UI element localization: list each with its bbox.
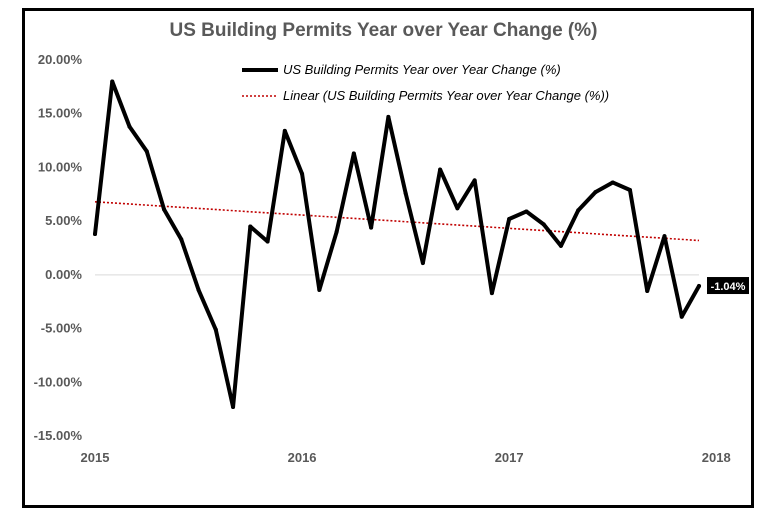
data-point <box>455 206 460 211</box>
data-point <box>576 208 581 213</box>
data-point <box>507 216 512 221</box>
data-point <box>110 79 115 84</box>
data-point <box>593 190 598 195</box>
legend-series-label: US Building Permits Year over Year Chang… <box>283 62 561 77</box>
data-point <box>472 178 477 183</box>
data-point <box>489 291 494 296</box>
data-label-text: -1.04% <box>711 281 746 293</box>
data-point <box>524 209 529 214</box>
data-point <box>179 237 184 242</box>
data-point <box>627 187 632 192</box>
data-point <box>248 224 253 229</box>
y-tick-label: 10.00% <box>38 159 83 174</box>
x-tick-label: 2016 <box>288 450 317 465</box>
y-axis: 20.00% 15.00% 10.00% 5.00% 0.00% -5.00% -10.00… <box>34 52 83 443</box>
legend-trend-label: Linear (US Building Permits Year over Ye… <box>283 88 609 103</box>
y-tick-label: -10.00% <box>34 374 83 389</box>
data-point <box>662 234 667 239</box>
x-tick-label: 2017 <box>495 450 524 465</box>
chart-frame <box>22 8 754 508</box>
y-tick-label: -5.00% <box>41 321 83 336</box>
data-point <box>679 314 684 319</box>
data-point <box>610 180 615 185</box>
x-axis: 2015 2016 2017 2018 <box>81 450 731 465</box>
data-point <box>300 171 305 176</box>
y-tick-label: 5.00% <box>45 213 82 228</box>
y-tick-label: -15.00% <box>34 428 83 443</box>
series-points <box>93 79 701 409</box>
data-point <box>282 128 287 133</box>
chart-title: US Building Permits Year over Year Chang… <box>169 20 598 41</box>
data-point <box>438 167 443 172</box>
data-point <box>645 288 650 293</box>
data-point <box>127 124 132 129</box>
y-tick-label: 15.00% <box>38 106 83 121</box>
legend: US Building Permits Year over Year Chang… <box>242 62 609 103</box>
data-point <box>196 287 201 292</box>
data-label: -1.04% <box>707 277 749 295</box>
data-point <box>403 191 408 196</box>
data-point <box>93 232 97 237</box>
data-point <box>541 222 546 227</box>
data-point <box>697 284 701 289</box>
data-point <box>420 261 425 266</box>
x-tick-label: 2018 <box>702 450 731 465</box>
y-tick-label: 0.00% <box>45 267 82 282</box>
data-point <box>317 287 322 292</box>
trend-line <box>94 201 700 242</box>
data-point <box>386 114 391 119</box>
data-point <box>231 404 236 409</box>
data-point <box>558 243 563 248</box>
data-point <box>334 229 339 234</box>
series-line <box>93 79 701 409</box>
data-label-background <box>707 277 749 295</box>
data-point <box>351 151 356 156</box>
data-point <box>162 207 167 212</box>
data-point <box>369 225 374 230</box>
data-point <box>144 149 149 154</box>
x-tick-label: 2015 <box>81 450 110 465</box>
data-point <box>213 327 218 332</box>
y-tick-label: 20.00% <box>38 52 83 67</box>
data-point <box>265 239 270 244</box>
